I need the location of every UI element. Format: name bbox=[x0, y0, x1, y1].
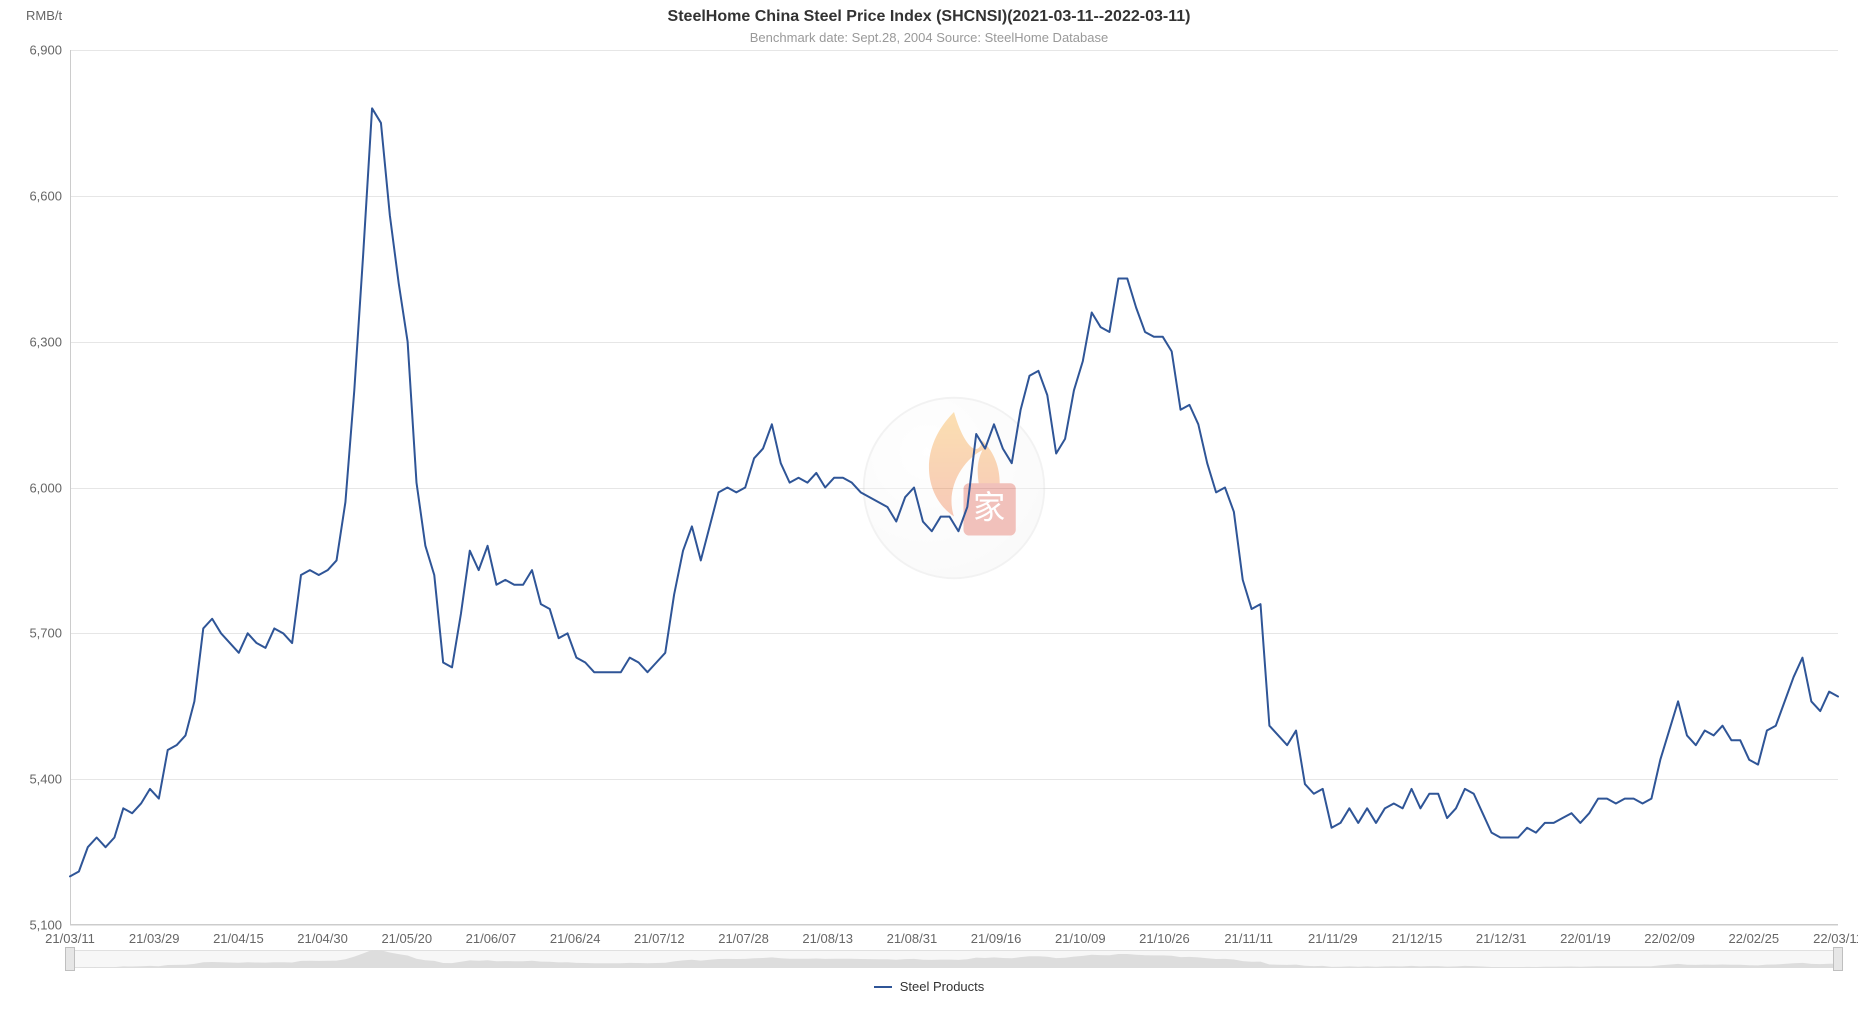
navigator-handle-left[interactable] bbox=[65, 947, 75, 971]
series-line bbox=[70, 50, 1838, 925]
legend-swatch bbox=[874, 986, 892, 988]
x-tick-label: 21/03/11 bbox=[45, 931, 95, 946]
y-gridline bbox=[70, 925, 1838, 926]
plot-area: 5,1005,4005,7006,0006,3006,6006,90021/03… bbox=[70, 50, 1838, 925]
x-tick-label: 21/07/12 bbox=[634, 931, 685, 946]
y-tick-label: 5,700 bbox=[29, 626, 62, 641]
x-tick-label: 22/03/11 bbox=[1813, 931, 1858, 946]
y-tick-label: 6,300 bbox=[29, 334, 62, 349]
x-tick-label: 21/12/31 bbox=[1476, 931, 1527, 946]
x-tick-label: 21/05/20 bbox=[381, 931, 432, 946]
x-tick-label: 21/08/13 bbox=[802, 931, 853, 946]
legend-label: Steel Products bbox=[900, 979, 985, 994]
x-tick-label: 22/02/09 bbox=[1644, 931, 1695, 946]
x-tick-label: 21/11/29 bbox=[1308, 931, 1358, 946]
x-tick-label: 21/10/26 bbox=[1139, 931, 1190, 946]
x-tick-label: 21/04/30 bbox=[297, 931, 348, 946]
y-tick-label: 6,900 bbox=[29, 43, 62, 58]
x-tick-label: 22/02/25 bbox=[1728, 931, 1779, 946]
range-navigator[interactable] bbox=[70, 950, 1838, 968]
x-tick-label: 21/06/24 bbox=[550, 931, 601, 946]
navigator-handle-right[interactable] bbox=[1833, 947, 1843, 971]
chart-legend: Steel Products bbox=[0, 978, 1858, 994]
x-tick-label: 21/07/28 bbox=[718, 931, 769, 946]
chart-container: RMB/t SteelHome China Steel Price Index … bbox=[0, 0, 1858, 1032]
x-tick-label: 22/01/19 bbox=[1560, 931, 1611, 946]
x-tick-label: 21/11/11 bbox=[1224, 931, 1273, 946]
y-tick-label: 6,600 bbox=[29, 188, 62, 203]
x-tick-label: 21/10/09 bbox=[1055, 931, 1106, 946]
chart-subtitle: Benchmark date: Sept.28, 2004 Source: St… bbox=[0, 30, 1858, 45]
x-tick-label: 21/03/29 bbox=[129, 931, 180, 946]
x-tick-label: 21/06/07 bbox=[466, 931, 517, 946]
x-tick-label: 21/09/16 bbox=[971, 931, 1022, 946]
y-tick-label: 5,400 bbox=[29, 772, 62, 787]
x-tick-label: 21/12/15 bbox=[1392, 931, 1443, 946]
x-tick-label: 21/04/15 bbox=[213, 931, 264, 946]
y-tick-label: 6,000 bbox=[29, 480, 62, 495]
x-tick-label: 21/08/31 bbox=[887, 931, 938, 946]
chart-title: SteelHome China Steel Price Index (SHCNS… bbox=[0, 8, 1858, 26]
navigator-mini-series bbox=[70, 950, 1838, 968]
